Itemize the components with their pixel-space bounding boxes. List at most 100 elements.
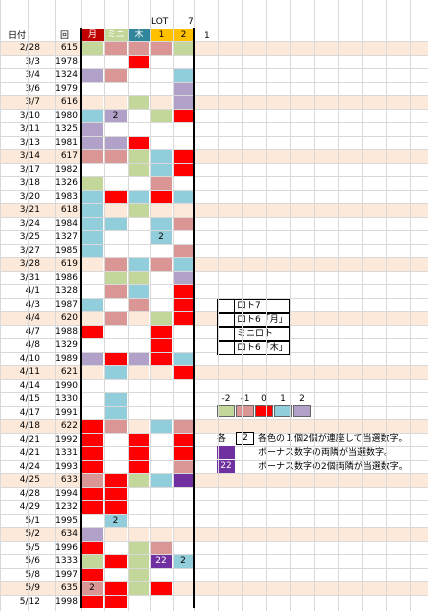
grid-hline xyxy=(0,446,428,447)
value-cell xyxy=(150,312,173,325)
value-cell xyxy=(128,352,150,365)
grid-hline xyxy=(0,257,428,258)
row-round: 618 xyxy=(60,205,78,215)
value-cell xyxy=(173,217,194,230)
value-cell xyxy=(173,123,194,136)
value-cell xyxy=(104,136,128,149)
value-cell xyxy=(150,69,173,82)
row-round: 616 xyxy=(60,97,78,107)
scale-label: -1 xyxy=(240,394,250,404)
value-cell xyxy=(104,339,128,352)
value-cell xyxy=(150,325,173,338)
row-date: 3/18 xyxy=(19,178,40,188)
grid-hline xyxy=(0,243,428,245)
each-value: 2 xyxy=(242,433,248,443)
row-date: 5/5 xyxy=(25,542,40,553)
value-cell xyxy=(81,514,104,527)
value-cell xyxy=(104,406,128,419)
value-cell xyxy=(128,325,150,338)
row-round: 1325 xyxy=(55,124,78,134)
value-cell xyxy=(173,190,194,203)
grid-hline xyxy=(0,567,428,569)
grid-hline xyxy=(0,459,428,461)
value-cell xyxy=(104,55,128,68)
value-cell xyxy=(128,82,150,95)
grid-vline xyxy=(0,0,1,611)
value-cell xyxy=(81,177,104,190)
value-cell xyxy=(150,55,173,68)
row-date: 3/21 xyxy=(19,205,40,215)
scale-swatch xyxy=(293,405,311,417)
row-highlight xyxy=(0,203,428,217)
value-cell xyxy=(128,366,150,379)
value-cell xyxy=(150,420,173,433)
value-cell xyxy=(81,555,104,568)
value-cell xyxy=(104,420,128,433)
value-cell xyxy=(104,69,128,82)
value-cell xyxy=(81,150,104,163)
value-cell: 22 xyxy=(150,555,173,568)
value-cell xyxy=(150,352,173,365)
row-round: 615 xyxy=(60,43,78,53)
value-cell xyxy=(104,501,128,514)
row-date: 3/13 xyxy=(19,137,40,148)
value-cell xyxy=(81,501,104,514)
value-cell xyxy=(150,595,173,608)
grid-hline xyxy=(0,351,428,353)
row-date: 3/3 xyxy=(25,56,40,67)
value-cell xyxy=(104,82,128,95)
value-cell xyxy=(173,55,194,68)
row-date: 3/4 xyxy=(25,70,40,80)
value-cell xyxy=(104,217,128,230)
value-cell xyxy=(81,339,104,352)
grid-hline xyxy=(0,311,428,312)
row-round: 1324 xyxy=(55,70,78,80)
value-cell: 2 xyxy=(173,555,194,568)
thick-border xyxy=(80,28,82,608)
row-round: 1984 xyxy=(55,218,78,229)
row-round: 1986 xyxy=(55,272,78,283)
value-cell xyxy=(128,271,150,284)
value-cell xyxy=(173,474,194,487)
value-cell xyxy=(128,379,150,392)
row-highlight xyxy=(0,95,428,109)
value-cell xyxy=(81,568,104,581)
value-cell xyxy=(81,231,104,244)
value-cell xyxy=(150,541,173,554)
value-cell xyxy=(81,487,104,500)
row-date: 4/3 xyxy=(25,299,40,310)
grid-vline xyxy=(55,0,56,611)
row-round: 1997 xyxy=(55,569,78,580)
row-date: 3/24 xyxy=(19,218,40,229)
row-date: 3/11 xyxy=(19,124,40,134)
value-cell xyxy=(173,150,194,163)
grid-hline xyxy=(0,378,428,380)
grid-hline xyxy=(0,284,428,285)
value-cell xyxy=(128,69,150,82)
row-date: 4/25 xyxy=(19,475,40,485)
value-cell xyxy=(150,163,173,176)
value-cell xyxy=(81,595,104,608)
value-cell xyxy=(104,298,128,311)
value-cell xyxy=(81,271,104,284)
value-cell xyxy=(104,285,128,298)
value-cell xyxy=(150,190,173,203)
value-cell xyxy=(173,460,194,473)
value-cell xyxy=(104,352,128,365)
lot-header: LOT xyxy=(151,17,169,27)
row-date: 3/31 xyxy=(19,272,40,283)
value-cell xyxy=(150,433,173,446)
row-round: 1994 xyxy=(55,488,78,499)
scale-swatch xyxy=(236,405,254,417)
value-cell xyxy=(104,42,128,55)
value-cell xyxy=(128,420,150,433)
value-cell xyxy=(104,528,128,541)
legend-label: ロト6「木」 xyxy=(234,341,290,355)
value-cell xyxy=(81,136,104,149)
grid-hline xyxy=(0,54,428,56)
grid-vline xyxy=(266,0,267,611)
value-cell xyxy=(81,352,104,365)
value-cell xyxy=(104,366,128,379)
row-round: 1327 xyxy=(55,232,78,242)
value-cell xyxy=(104,177,128,190)
